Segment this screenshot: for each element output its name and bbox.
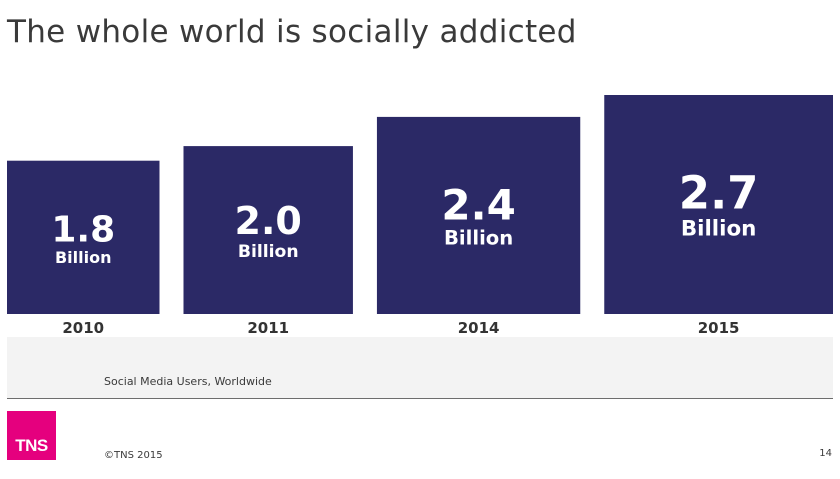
bar-chart: 1.8Billion20102.0Billion20112.4Billion20…	[7, 95, 833, 337]
unit-label-2010: Billion	[55, 248, 112, 267]
category-label-2014: 2014	[458, 319, 500, 337]
tns-logo: TNS	[7, 411, 56, 460]
page-number: 14	[819, 448, 832, 459]
unit-label-2015: Billion	[681, 217, 757, 242]
value-label-2010: 1.8	[51, 209, 115, 250]
value-label-2014: 2.4	[441, 180, 515, 229]
slide-title: The whole world is socially addicted	[7, 14, 577, 50]
caption-band	[7, 337, 833, 399]
bar-2010	[7, 160, 160, 314]
value-label-2015: 2.7	[679, 167, 759, 220]
category-label-2015: 2015	[698, 319, 740, 337]
category-label-2010: 2010	[62, 319, 104, 337]
unit-label-2014: Billion	[444, 227, 513, 250]
value-label-2011: 2.0	[235, 199, 302, 243]
bar-2011	[183, 146, 353, 314]
bar-2014	[376, 116, 581, 315]
unit-label-2011: Billion	[238, 242, 299, 262]
bar-2015	[604, 95, 833, 314]
chart-caption: Social Media Users, Worldwide	[104, 375, 272, 388]
copyright-text: ©TNS 2015	[104, 450, 163, 461]
category-label-2011: 2011	[247, 319, 289, 337]
